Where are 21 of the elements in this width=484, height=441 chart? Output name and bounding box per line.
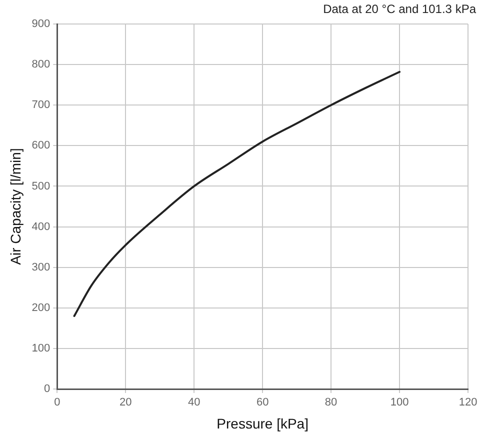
x-tick-label: 100	[390, 396, 409, 409]
y-axis-title: Air Capacity [l/min]	[7, 148, 24, 265]
y-tick-label: 500	[32, 180, 50, 192]
y-tick-label: 0	[44, 383, 50, 396]
x-axis-title: Pressure [kPa]	[216, 415, 308, 432]
line-series	[73, 70, 401, 317]
x-tick-label: 0	[54, 396, 60, 409]
y-tick-label: 900	[32, 18, 50, 30]
x-tick-label: 60	[256, 396, 269, 409]
y-tick-label: 400	[32, 220, 50, 233]
y-tick-label: 200	[32, 302, 50, 314]
text: Data at 20 °C and 101.3 kPa	[323, 2, 476, 16]
y-tick-label: 300	[32, 261, 50, 274]
x-tick-label: 20	[120, 396, 132, 409]
x-tick-label: 40	[188, 396, 200, 409]
y-tick-label: 600	[32, 140, 50, 152]
x-tick-label: 120	[458, 396, 478, 409]
y-tick-label: 700	[32, 99, 50, 112]
x-tick-label: 80	[324, 396, 338, 409]
y-tick-label: 100	[32, 342, 50, 354]
y-tick-label: 800	[32, 58, 50, 71]
